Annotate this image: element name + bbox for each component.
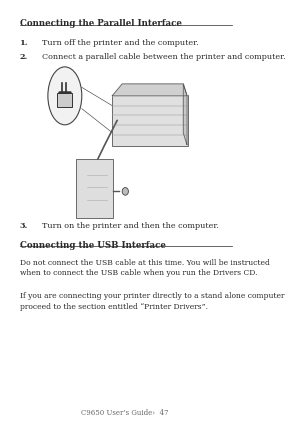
Circle shape (48, 67, 82, 125)
FancyBboxPatch shape (57, 93, 72, 107)
Text: C9650 User’s Guide›  47: C9650 User’s Guide› 47 (81, 409, 168, 417)
Ellipse shape (122, 187, 128, 195)
FancyBboxPatch shape (76, 159, 113, 218)
Text: Turn on the printer and then the computer.: Turn on the printer and then the compute… (42, 222, 219, 230)
Text: 3.: 3. (20, 222, 28, 230)
Text: Turn off the printer and the computer.: Turn off the printer and the computer. (42, 39, 199, 47)
Text: 2.: 2. (20, 53, 28, 61)
Text: Connect a parallel cable between the printer and computer.: Connect a parallel cable between the pri… (42, 53, 286, 61)
FancyBboxPatch shape (112, 95, 188, 146)
Text: Connecting the Parallel Interface: Connecting the Parallel Interface (20, 19, 182, 28)
Polygon shape (112, 84, 187, 96)
Text: If you are connecting your printer directly to a stand alone computer
proceed to: If you are connecting your printer direc… (20, 292, 284, 311)
Text: Do not connect the USB cable at this time. You will be instructed
when to connec: Do not connect the USB cable at this tim… (20, 259, 270, 277)
Text: Connecting the USB Interface: Connecting the USB Interface (20, 241, 166, 250)
Text: 1.: 1. (20, 39, 28, 47)
Polygon shape (183, 84, 187, 145)
